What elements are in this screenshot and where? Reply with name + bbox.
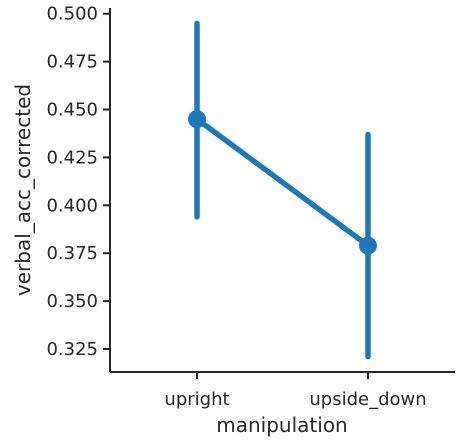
y-tick-label: 0.475 [46,52,98,73]
x-tick-label: upside_down [309,389,426,410]
plot-marks [188,20,377,360]
x-axis-label: manipulation [216,413,347,437]
data-point [188,110,206,129]
series-line [194,116,371,249]
y-tick-label: 0.375 [46,243,98,264]
y-tick-label: 0.350 [46,291,98,312]
x-tick-label: upright [164,389,229,410]
y-tick-label: 0.450 [46,100,98,121]
data-point [359,236,377,255]
y-tick-label: 0.325 [46,339,98,360]
y-axis: 0.325 0.350 0.375 0.400 0.425 0.450 0.475 0.500 [46,4,111,372]
y-tick-label: 0.400 [46,195,98,216]
x-axis: upright upside_down [110,371,455,410]
y-tick-label: 0.500 [46,4,98,25]
y-tick-label: 0.425 [46,147,98,168]
y-axis-label: verbal_acc_corrected [11,84,35,296]
